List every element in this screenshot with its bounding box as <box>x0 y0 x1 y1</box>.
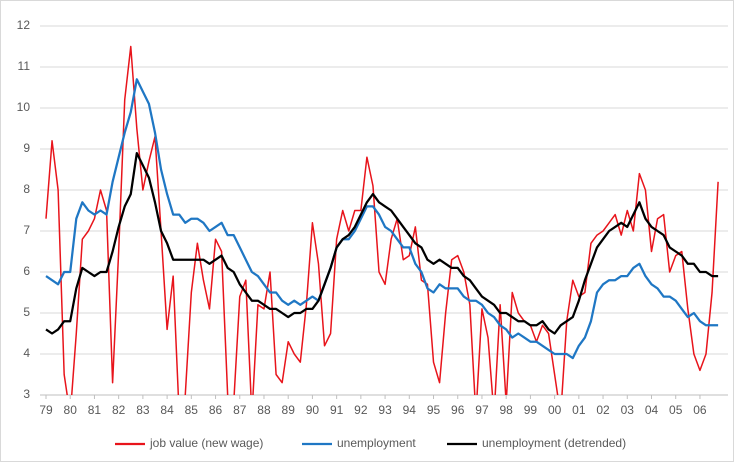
y-tick-label: 10 <box>17 100 31 114</box>
x-tick-label: 02 <box>596 403 610 417</box>
x-tick-label: 91 <box>330 403 344 417</box>
x-tick-label: 04 <box>645 403 659 417</box>
y-tick-label: 9 <box>23 141 30 155</box>
x-tick-label: 87 <box>233 403 247 417</box>
y-tick-label: 11 <box>18 59 31 73</box>
x-tick-label: 83 <box>136 403 150 417</box>
x-tick-label: 06 <box>693 403 707 417</box>
x-tick-label: 92 <box>354 403 368 417</box>
x-tick-label: 89 <box>282 403 296 417</box>
y-tick-label: 6 <box>23 264 30 278</box>
x-tick-label: 84 <box>160 403 174 417</box>
x-tick-label: 86 <box>209 403 223 417</box>
legend-label: job value (new wage) <box>149 436 263 450</box>
x-tick-label: 80 <box>64 403 78 417</box>
x-tick-label: 00 <box>548 403 562 417</box>
x-tick-label: 01 <box>572 403 586 417</box>
series-line <box>45 78 719 360</box>
x-tick-label: 90 <box>306 403 320 417</box>
x-tick-label: 95 <box>427 403 441 417</box>
y-tick-label: 5 <box>23 305 30 319</box>
y-tick-label: 8 <box>23 182 30 196</box>
x-tick-label: 93 <box>378 403 392 417</box>
y-tick-label: 12 <box>17 18 31 32</box>
series-line <box>45 45 719 395</box>
x-tick-label: 81 <box>88 403 102 417</box>
x-tick-label: 99 <box>524 403 538 417</box>
legend-label: unemployment (detrended) <box>482 436 626 450</box>
x-tick-label: 98 <box>500 403 514 417</box>
x-tick-label: 03 <box>621 403 635 417</box>
series-line <box>45 151 719 335</box>
x-tick-label: 82 <box>112 403 126 417</box>
y-tick-label: 7 <box>23 223 30 237</box>
legend-label: unemployment <box>337 436 416 450</box>
x-tick-label: 88 <box>257 403 271 417</box>
x-tick-label: 96 <box>451 403 465 417</box>
x-tick-label: 94 <box>403 403 417 417</box>
x-tick-label: 85 <box>185 403 199 417</box>
x-tick-label: 79 <box>39 403 53 417</box>
plot-area <box>45 45 719 395</box>
x-tick-label: 97 <box>475 403 489 417</box>
y-tick-label: 3 <box>23 387 30 401</box>
x-tick-label: 05 <box>669 403 683 417</box>
y-tick-label: 4 <box>23 346 30 360</box>
